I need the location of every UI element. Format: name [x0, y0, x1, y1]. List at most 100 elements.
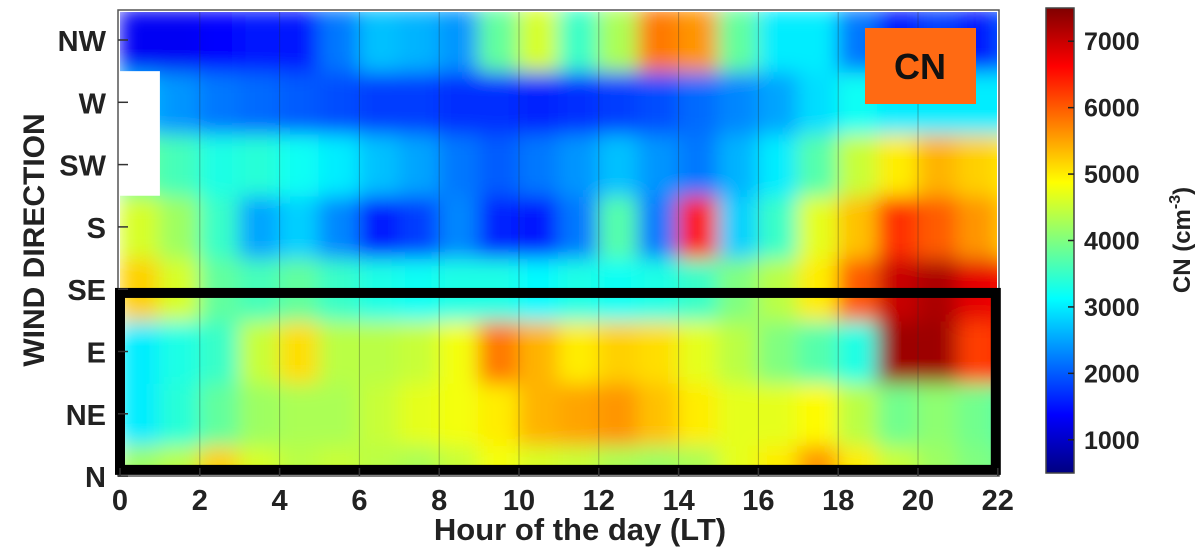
- heatmap-cell: [238, 319, 281, 384]
- heatmap-cell: [158, 70, 201, 135]
- colorbar-label: CN (cm-3): [1167, 187, 1196, 293]
- heatmap-cell: [318, 194, 361, 259]
- heatmap-cell: [677, 319, 720, 384]
- y-tick-label: SW: [59, 151, 106, 183]
- heatmap-cell: [637, 381, 680, 446]
- heatmap-cell: [478, 70, 520, 135]
- heatmap-cell: [956, 319, 997, 384]
- heatmap-cell: [358, 70, 401, 135]
- heatmap-cell: [956, 381, 997, 446]
- heatmap-cell: [877, 381, 919, 446]
- heatmap-cell: [877, 319, 919, 384]
- heatmap-cell: [438, 381, 481, 446]
- heatmap-cell: [717, 194, 760, 259]
- y-tick-label: S: [87, 213, 106, 245]
- heatmap-cell: [757, 194, 800, 259]
- heatmap-cell: [717, 132, 760, 197]
- heatmap-cell: [797, 132, 840, 197]
- x-tick-label: 2: [192, 485, 208, 517]
- heatmap-cell: [278, 132, 321, 197]
- heatmap-cell: [677, 70, 720, 135]
- y-tick-label: NE: [66, 400, 106, 432]
- heatmap-cell: [478, 132, 520, 197]
- heatmap-cell: [478, 319, 520, 384]
- heatmap-cell: [278, 319, 321, 384]
- heatmap-cell: [438, 132, 481, 197]
- heatmap-cell: [917, 381, 959, 446]
- heatmap-cell: [398, 12, 441, 73]
- x-axis: 0 2 4 6 8 10 12 14 16 18 20 22: [112, 468, 1014, 517]
- missing-data-region: [120, 71, 160, 196]
- heatmap-cell: [358, 319, 401, 384]
- heatmap-cell: [557, 70, 600, 135]
- y-tick-label: N: [85, 462, 106, 494]
- heatmap-cell: [120, 12, 161, 73]
- heatmap-cell: [518, 132, 560, 197]
- x-axis-label: Hour of the day (LT): [434, 512, 726, 547]
- colorbar-tick-label: 6000: [1084, 95, 1140, 123]
- cn-badge-label: CN: [894, 46, 946, 87]
- heatmap-cell: [158, 132, 201, 197]
- heatmap-cell: [478, 381, 520, 446]
- heatmap-cell: [996, 12, 997, 73]
- heatmap-cell: [358, 381, 401, 446]
- heatmap-cell: [757, 70, 800, 135]
- heatmap-cell: [438, 70, 481, 135]
- heatmap-cell: [597, 319, 640, 384]
- x-tick-label: 0: [112, 485, 128, 517]
- colorbar-tick-label: 4000: [1084, 228, 1140, 256]
- heatmap-cell: [318, 70, 361, 135]
- heatmap-cell: [797, 319, 840, 384]
- highlight-box: [115, 287, 1001, 475]
- heatmap-cell: [557, 319, 600, 384]
- colorbar-ticks: 1000 2000 3000 4000 5000 6000 7000: [1068, 28, 1140, 455]
- x-tick-label: 16: [742, 485, 774, 517]
- heatmap-cell: [398, 381, 441, 446]
- heatmap-cell: [717, 319, 760, 384]
- x-tick-label: 6: [351, 485, 367, 517]
- x-tick-label: 8: [431, 485, 447, 517]
- heatmap-cell: [318, 319, 361, 384]
- heatmap-cell: [358, 12, 401, 73]
- heatmap-cell: [677, 194, 720, 259]
- heatmap-cell: [398, 194, 441, 259]
- heatmap-cell: [278, 194, 321, 259]
- heatmap-cell: [198, 12, 241, 73]
- y-tick-label: NW: [58, 26, 107, 58]
- heatmap-cells: [120, 12, 997, 474]
- y-tick-label: W: [79, 88, 107, 120]
- heatmap-cell: [398, 70, 441, 135]
- heatmap-cell: [597, 381, 640, 446]
- heatmap-cell: [438, 319, 481, 384]
- heatmap-cell: [757, 381, 800, 446]
- heatmap-cell: [238, 70, 281, 135]
- heatmap-cell: [158, 319, 201, 384]
- x-tick-label: 22: [982, 485, 1014, 517]
- heatmap-cell: [637, 319, 680, 384]
- heatmap-cell: [198, 381, 241, 446]
- colorbar-tick-label: 1000: [1084, 427, 1140, 455]
- heatmap-cell: [518, 12, 560, 73]
- heatmap-cell: [956, 132, 997, 197]
- heatmap-cell: [557, 132, 600, 197]
- heatmap-cell: [278, 70, 321, 135]
- heatmap-cell: [158, 194, 201, 259]
- heatmap-cell: [797, 12, 840, 73]
- heatmap-cell: [278, 381, 321, 446]
- heatmap-cell: [198, 70, 241, 135]
- heatmap-cell: [557, 12, 600, 73]
- heatmap-cell: [238, 381, 281, 446]
- heatmap-cell: [917, 194, 959, 259]
- heatmap-cell: [996, 194, 997, 259]
- heatmap-cell: [358, 194, 401, 259]
- y-axis-label: WIND DIRECTION: [18, 113, 51, 366]
- heatmap-cell: [198, 132, 241, 197]
- y-axis: N NE E SE S SW W NW: [58, 26, 128, 494]
- x-tick-label: 14: [662, 485, 694, 517]
- colorbar-tick-label: 3000: [1084, 294, 1140, 322]
- heatmap-cell: [518, 70, 560, 135]
- heatmap-cell: [677, 12, 720, 73]
- x-tick-label: 12: [583, 485, 615, 517]
- heatmap-cell: [637, 194, 680, 259]
